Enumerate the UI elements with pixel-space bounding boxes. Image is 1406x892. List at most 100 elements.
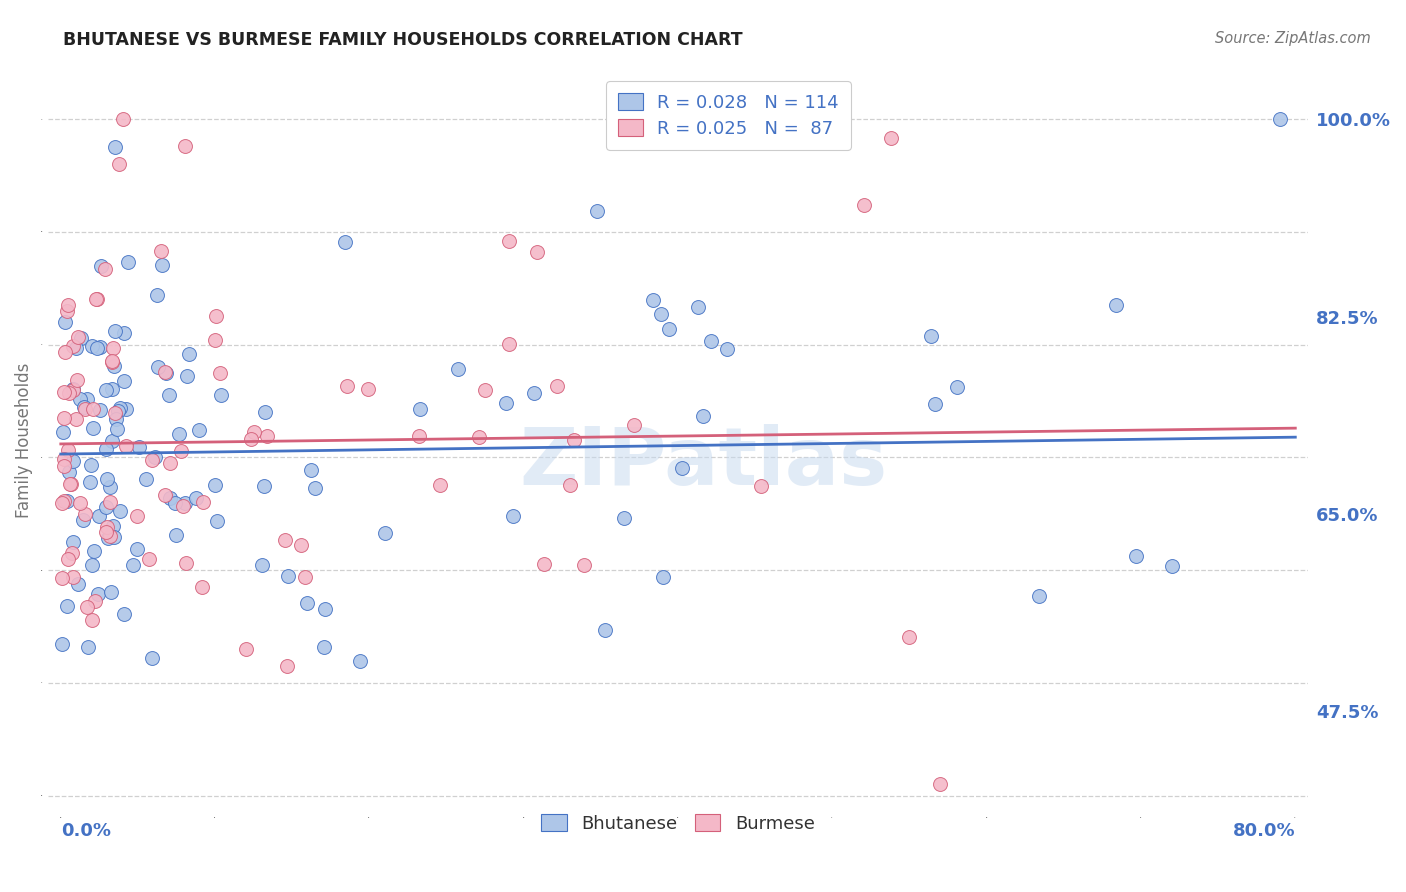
Point xyxy=(165,496,187,510)
Point xyxy=(374,525,396,540)
Point xyxy=(56,599,79,614)
Point xyxy=(104,140,127,154)
Point xyxy=(159,491,181,506)
Point xyxy=(98,495,121,509)
Point xyxy=(295,596,318,610)
Point xyxy=(76,600,98,615)
Point xyxy=(349,654,371,668)
Point xyxy=(924,397,946,411)
Point xyxy=(671,460,693,475)
Legend: Bhutanese, Burmese: Bhutanese, Burmese xyxy=(530,802,827,845)
Point xyxy=(65,342,87,356)
Point xyxy=(184,491,207,505)
Point xyxy=(104,324,127,338)
Point xyxy=(80,458,103,472)
Point xyxy=(468,430,491,444)
Point xyxy=(174,496,197,510)
Point xyxy=(290,538,312,552)
Point xyxy=(52,425,75,439)
Point xyxy=(79,475,101,489)
Point xyxy=(562,433,585,447)
Point xyxy=(125,541,148,556)
Point xyxy=(523,386,546,401)
Point xyxy=(122,558,145,572)
Point xyxy=(165,528,187,542)
Point xyxy=(62,384,84,398)
Point xyxy=(107,404,129,418)
Point xyxy=(274,533,297,547)
Point xyxy=(111,112,134,127)
Point xyxy=(135,472,157,486)
Point xyxy=(209,367,232,381)
Point xyxy=(929,777,952,791)
Point xyxy=(97,531,120,545)
Point xyxy=(103,406,125,420)
Point xyxy=(105,422,128,436)
Point xyxy=(86,292,108,306)
Point xyxy=(69,496,91,510)
Point xyxy=(700,334,723,349)
Point xyxy=(1125,549,1147,564)
Point xyxy=(172,499,194,513)
Point xyxy=(474,384,496,398)
Point xyxy=(89,509,111,524)
Point xyxy=(62,454,84,468)
Point xyxy=(356,382,378,396)
Point xyxy=(53,452,76,467)
Point xyxy=(58,465,80,479)
Point xyxy=(650,307,672,321)
Point xyxy=(108,401,131,415)
Point xyxy=(58,386,80,401)
Text: 0.0%: 0.0% xyxy=(60,822,111,840)
Point xyxy=(174,139,197,153)
Point xyxy=(62,570,84,584)
Point xyxy=(408,429,430,443)
Point xyxy=(253,405,276,419)
Point xyxy=(84,594,107,608)
Point xyxy=(920,328,942,343)
Point xyxy=(898,630,921,644)
Point xyxy=(59,477,82,491)
Point xyxy=(112,326,135,340)
Point xyxy=(52,494,75,508)
Point xyxy=(69,392,91,406)
Point xyxy=(98,480,121,494)
Point xyxy=(498,336,520,351)
Point xyxy=(641,293,664,307)
Point xyxy=(58,477,80,491)
Point xyxy=(51,496,73,510)
Point xyxy=(141,650,163,665)
Point xyxy=(253,479,276,493)
Point xyxy=(429,478,451,492)
Point xyxy=(409,402,432,417)
Point xyxy=(336,379,359,393)
Point xyxy=(205,514,228,528)
Point xyxy=(188,423,211,437)
Point xyxy=(72,400,94,414)
Point xyxy=(96,442,118,456)
Point xyxy=(125,508,148,523)
Point xyxy=(256,429,278,443)
Point xyxy=(76,392,98,406)
Point xyxy=(495,396,517,410)
Point xyxy=(62,535,84,549)
Point xyxy=(239,432,262,446)
Point xyxy=(157,388,180,402)
Point xyxy=(62,339,84,353)
Point xyxy=(250,558,273,572)
Point xyxy=(335,235,357,250)
Point xyxy=(101,353,124,368)
Point xyxy=(146,288,169,302)
Point xyxy=(55,316,77,330)
Point xyxy=(572,558,595,572)
Point xyxy=(117,255,139,269)
Point xyxy=(1161,558,1184,573)
Point xyxy=(94,524,117,539)
Point xyxy=(53,411,76,425)
Point xyxy=(204,333,226,347)
Point xyxy=(159,456,181,470)
Point xyxy=(179,347,201,361)
Point xyxy=(1268,112,1291,127)
Point xyxy=(204,478,226,492)
Point xyxy=(108,157,131,171)
